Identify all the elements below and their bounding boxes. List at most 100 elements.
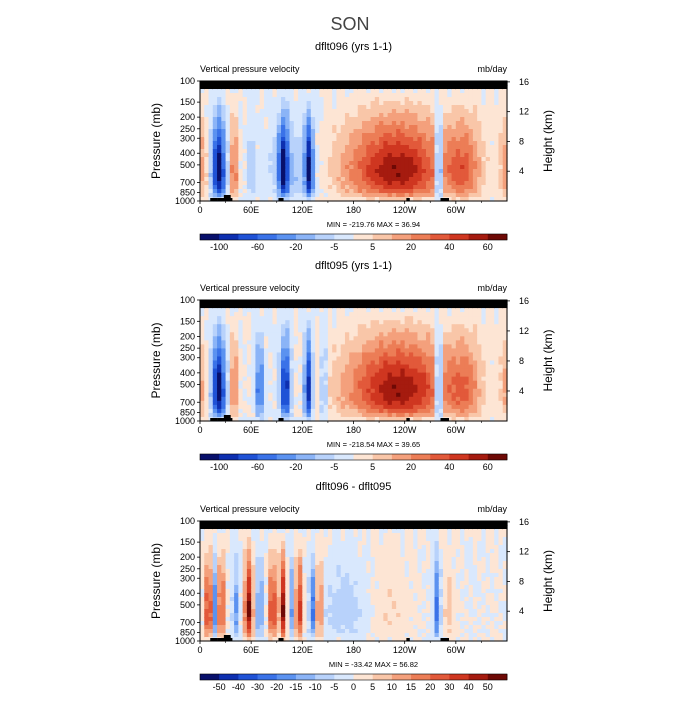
field-cell — [452, 153, 457, 158]
colorbar-swatch — [354, 234, 374, 240]
field-cell — [332, 397, 337, 402]
field-cell — [477, 113, 482, 118]
field-cell — [354, 369, 359, 374]
field-cell — [221, 529, 226, 534]
field-cell — [298, 316, 303, 321]
field-cell — [243, 549, 248, 554]
field-cell — [366, 181, 371, 186]
field-cell — [396, 81, 401, 86]
field-cell — [358, 141, 363, 146]
field-cell — [238, 609, 243, 614]
field-cell — [456, 177, 461, 182]
colorbar-label: -5 — [330, 462, 338, 472]
field-cell — [477, 117, 482, 122]
colorbar-swatch — [430, 234, 450, 240]
field-cell — [413, 133, 418, 138]
field-cell — [272, 165, 277, 170]
field-cell — [477, 316, 482, 321]
field-cell — [426, 181, 431, 186]
field-cell — [388, 133, 393, 138]
field-cell — [264, 633, 269, 638]
field-cell — [217, 409, 222, 414]
field-cell — [204, 85, 209, 90]
field-cell — [302, 153, 307, 158]
field-cell — [366, 93, 371, 98]
y-tick-label: 500 — [180, 380, 195, 390]
field-cell — [473, 361, 478, 366]
field-cell — [456, 125, 461, 130]
field-cell — [341, 169, 346, 174]
field-cell — [422, 348, 427, 353]
field-cell — [490, 185, 495, 190]
field-cell — [486, 177, 491, 182]
field-cell — [498, 129, 503, 134]
field-cell — [285, 361, 290, 366]
field-cell — [379, 105, 384, 110]
field-cell — [422, 312, 427, 317]
field-cell — [255, 377, 260, 382]
field-cell — [247, 605, 252, 610]
field-cell — [200, 304, 205, 309]
field-cell — [213, 153, 218, 158]
field-cell — [234, 605, 239, 610]
field-cell — [234, 537, 239, 542]
field-cell — [319, 93, 324, 98]
field-cell — [221, 117, 226, 122]
field-cell — [230, 537, 235, 542]
field-cell — [422, 397, 427, 402]
field-cell — [494, 361, 499, 366]
field-cell — [255, 173, 260, 178]
field-cell — [307, 352, 312, 357]
field-cell — [392, 121, 397, 126]
variable-label: Vertical pressure velocity — [200, 64, 300, 74]
field-cell — [375, 89, 380, 94]
field-cell — [200, 577, 205, 582]
field-cell — [285, 141, 290, 146]
field-cell — [354, 97, 359, 102]
field-cell — [217, 125, 222, 130]
field-cell — [332, 373, 337, 378]
field-cell — [460, 413, 465, 418]
field-cell — [494, 145, 499, 150]
field-cell — [388, 316, 393, 321]
field-cell — [298, 165, 303, 170]
field-cell — [371, 340, 376, 345]
field-cell — [477, 304, 482, 309]
field-cell — [209, 113, 214, 118]
field-cell — [426, 93, 431, 98]
field-cell — [332, 340, 337, 345]
field-cell — [383, 189, 388, 194]
field-cell — [464, 101, 469, 106]
field-cell — [247, 352, 252, 357]
field-cell — [383, 161, 388, 166]
field-cell — [268, 569, 273, 574]
panel-2: dflt095 (yrs 1-1)Vertical pressure veloc… — [149, 260, 555, 472]
field-cell — [247, 157, 252, 162]
field-cell — [469, 185, 474, 190]
field-cell — [417, 316, 422, 321]
field-cell — [426, 409, 431, 414]
x-tick-label: 120E — [292, 425, 313, 435]
field-cell — [469, 141, 474, 146]
field-cell — [371, 328, 376, 333]
field-cell — [324, 352, 329, 357]
field-cell — [417, 348, 422, 353]
field-cell — [409, 413, 414, 418]
field-cell — [443, 153, 448, 158]
field-cell — [251, 521, 256, 526]
field-cell — [481, 389, 486, 394]
field-cell — [234, 145, 239, 150]
field-cell — [285, 169, 290, 174]
field-cell — [435, 81, 440, 86]
field-cell — [281, 141, 286, 146]
field-cell — [392, 401, 397, 406]
field-cell — [226, 121, 231, 126]
field-cell — [307, 344, 312, 349]
field-cell — [477, 312, 482, 317]
field-cell — [264, 153, 269, 158]
field-cell — [392, 336, 397, 341]
field-cell — [332, 117, 337, 122]
field-cell — [469, 369, 474, 374]
field-cell — [324, 109, 329, 114]
field-cell — [379, 320, 384, 325]
